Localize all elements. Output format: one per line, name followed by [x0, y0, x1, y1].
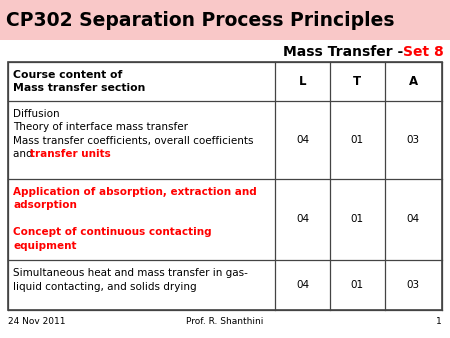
Bar [8, 62, 442, 310]
Text: equipment: equipment [13, 241, 76, 250]
Text: 1: 1 [436, 317, 442, 327]
Text: L: L [299, 75, 306, 88]
Text: Simultaneous heat and mass transfer in gas-: Simultaneous heat and mass transfer in g… [13, 268, 248, 278]
Text: 03: 03 [407, 135, 420, 145]
Text: CP302 Separation Process Principles: CP302 Separation Process Principles [6, 10, 395, 29]
Text: Prof. R. Shanthini: Prof. R. Shanthini [186, 317, 264, 327]
Text: liquid contacting, and solids drying: liquid contacting, and solids drying [13, 282, 197, 292]
Text: 01: 01 [351, 214, 364, 224]
Text: transfer units: transfer units [30, 149, 111, 159]
Text: and: and [13, 149, 36, 159]
Text: 04: 04 [296, 214, 309, 224]
Text: 03: 03 [407, 280, 420, 290]
Text: 01: 01 [351, 280, 364, 290]
Text: Course content of
Mass transfer section: Course content of Mass transfer section [13, 70, 145, 93]
Text: Mass Transfer -: Mass Transfer - [283, 45, 408, 59]
Text: A: A [409, 75, 418, 88]
Text: Theory of interface mass transfer: Theory of interface mass transfer [13, 122, 188, 132]
Text: T: T [353, 75, 361, 88]
Text: 04: 04 [296, 135, 309, 145]
Text: 04: 04 [296, 280, 309, 290]
Text: Set 8: Set 8 [403, 45, 444, 59]
Text: 04: 04 [407, 214, 420, 224]
Text: Diffusion: Diffusion [13, 109, 59, 119]
Text: adsorption: adsorption [13, 200, 77, 210]
Bar [0, 0, 450, 40]
Text: Mass transfer coefficients, overall coefficients: Mass transfer coefficients, overall coef… [13, 136, 253, 146]
Text: 01: 01 [351, 135, 364, 145]
Text: 24 Nov 2011: 24 Nov 2011 [8, 317, 66, 327]
Text: Concept of continuous contacting: Concept of continuous contacting [13, 227, 212, 237]
Text: Application of absorption, extraction and: Application of absorption, extraction an… [13, 187, 257, 197]
